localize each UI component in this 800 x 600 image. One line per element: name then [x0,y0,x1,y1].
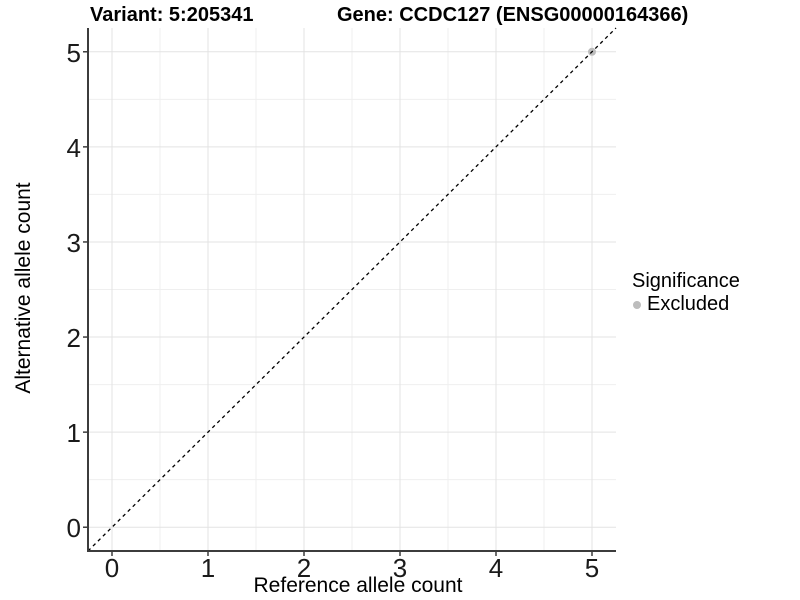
y-tick-label: 0 [67,513,81,543]
legend-title: Significance [632,270,740,292]
legend-item-label: Excluded [647,293,730,315]
x-tick-label: 1 [201,553,215,583]
y-tick-label: 3 [67,228,81,258]
y-tick-label: 5 [67,38,81,68]
variant-title: Variant: 5:205341 [90,4,254,26]
identity-line [87,27,617,552]
x-tick-label: 5 [585,553,599,583]
y-tick-label: 2 [67,323,81,353]
legend-item-excluded: Excluded [632,293,740,316]
x-tick-label: 4 [489,553,503,583]
x-tick-label: 0 [105,553,119,583]
excluded-point-icon [633,300,641,309]
legend: Significance Excluded [632,270,740,316]
x-tick-label: 3 [393,553,407,583]
x-tick-label: 2 [297,553,311,583]
y-tick-label: 1 [67,418,81,448]
gene-title: Gene: CCDC127 (ENSG00000164366) [337,4,689,26]
y-axis-title: Alternative allele count [12,182,35,394]
x-axis-title: Reference allele count [253,574,463,597]
y-tick-label: 4 [67,133,81,163]
